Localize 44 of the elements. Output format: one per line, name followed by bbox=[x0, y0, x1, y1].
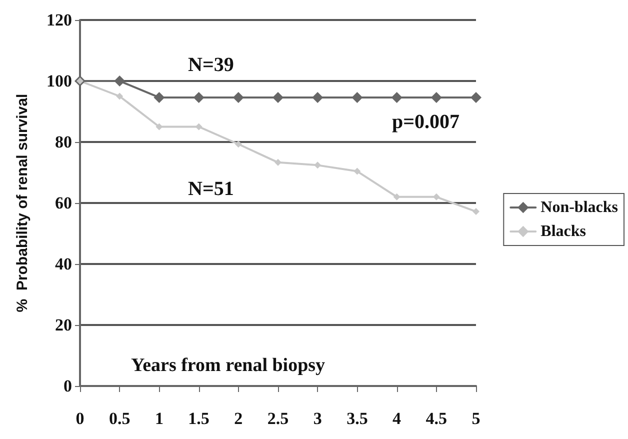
point bbox=[193, 92, 204, 103]
point bbox=[472, 208, 480, 216]
y-tick-label: 40 bbox=[55, 254, 72, 274]
x-tick-label: 1 bbox=[154, 409, 164, 428]
x-tick-label: 2.5 bbox=[267, 409, 289, 428]
point bbox=[272, 92, 284, 103]
point bbox=[234, 140, 242, 148]
x-tick-label: 3.5 bbox=[346, 409, 368, 428]
x-tick-label: 3 bbox=[313, 409, 322, 428]
y-tick-label: 100 bbox=[46, 72, 72, 90]
point bbox=[352, 92, 363, 103]
point bbox=[116, 92, 124, 100]
x-tick-label: 5 bbox=[472, 409, 480, 428]
annotation: N=39 bbox=[188, 54, 234, 76]
point bbox=[232, 92, 244, 103]
y-tick-label: 20 bbox=[55, 316, 72, 334]
point bbox=[314, 162, 322, 169]
point bbox=[274, 158, 282, 166]
point bbox=[393, 193, 400, 200]
point bbox=[391, 92, 402, 103]
point bbox=[114, 76, 126, 86]
point bbox=[195, 123, 202, 130]
y-tick-label: 0 bbox=[64, 376, 72, 396]
y-tick-label: 80 bbox=[55, 132, 72, 152]
point bbox=[312, 92, 324, 103]
point bbox=[470, 92, 482, 103]
x-tick-label: 0.5 bbox=[108, 409, 130, 428]
x-tick-label: 1.5 bbox=[188, 409, 210, 428]
y-tick-label: 120 bbox=[46, 10, 72, 30]
x-axis-title: Years from renal biopsy bbox=[130, 355, 326, 376]
annotation: p=0.007 bbox=[392, 111, 460, 133]
legend-label: Non-blacks bbox=[540, 199, 618, 216]
legend-label: Blacks bbox=[540, 223, 586, 240]
point bbox=[430, 92, 442, 103]
y-axis-title: % Probability of renal survival bbox=[14, 94, 31, 312]
x-tick-label: 2 bbox=[234, 409, 243, 428]
y-tick-label: 60 bbox=[55, 194, 72, 212]
point bbox=[156, 123, 163, 130]
x-tick-label: 4.5 bbox=[426, 409, 448, 428]
x-tick-label: 0 bbox=[76, 409, 84, 428]
point bbox=[354, 168, 361, 175]
x-tick-label: 4 bbox=[392, 409, 402, 428]
annotation: N=51 bbox=[188, 178, 234, 200]
point bbox=[154, 92, 165, 103]
